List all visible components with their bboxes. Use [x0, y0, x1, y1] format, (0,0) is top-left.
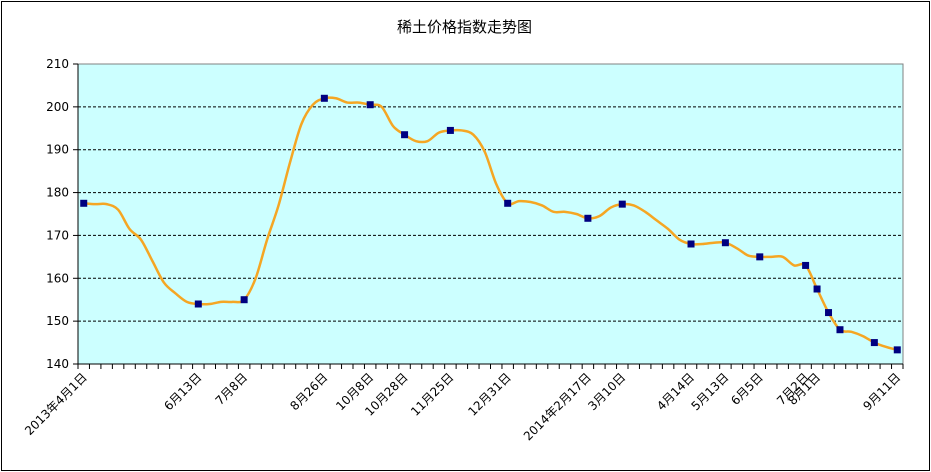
y-tick-label: 140 — [46, 357, 69, 371]
data-point — [802, 261, 810, 269]
y-tick-label: 200 — [46, 100, 69, 114]
data-point — [366, 101, 374, 109]
data-point — [893, 346, 901, 354]
plot-area — [77, 63, 904, 365]
data-point — [584, 214, 592, 222]
data-point — [504, 199, 512, 207]
data-point — [870, 339, 878, 347]
y-tick-label: 190 — [46, 143, 69, 157]
data-point — [836, 326, 844, 334]
gridlines — [78, 106, 903, 322]
y-tick-label: 170 — [46, 228, 69, 242]
data-point — [825, 309, 833, 317]
data-point — [687, 240, 695, 248]
data-point — [756, 253, 764, 261]
x-axis: 2013年4月1日 6月13日 7月8日 8月26日 10月8日10月28日11月25日… — [22, 363, 904, 443]
data-point — [618, 200, 626, 208]
x-tick-label: 6月5日 — [728, 370, 766, 408]
x-tick-label: 3月10日 — [585, 370, 628, 413]
data-point — [446, 126, 454, 134]
x-tick-label: 7月8日 — [213, 370, 251, 408]
chart-title: 稀土价格指数走势图 — [396, 18, 532, 36]
x-tick-label: 11月25日 — [408, 370, 456, 418]
data-point — [721, 239, 729, 247]
data-point — [813, 285, 821, 293]
y-tick-label: 150 — [46, 314, 69, 328]
data-point — [80, 199, 88, 207]
y-axis: 140 150 160 170 180 190 200 210 — [46, 57, 79, 371]
x-tick-label: 5月13日 — [688, 370, 731, 413]
y-tick-label: 180 — [46, 186, 69, 200]
data-point — [194, 300, 202, 308]
y-tick-label: 210 — [46, 57, 69, 71]
data-point — [240, 296, 248, 304]
data-point — [320, 94, 328, 102]
y-tick-label: 160 — [46, 271, 69, 285]
x-tick-label: 2014年2月17日 — [521, 370, 594, 443]
x-tick-label: 9月11日 — [860, 370, 903, 413]
series — [80, 94, 901, 354]
x-tick-label: 8月26日 — [287, 370, 330, 413]
x-tick-label: 6月13日 — [161, 370, 204, 413]
x-tick-label: 12月31日 — [465, 370, 513, 418]
x-tick-label: 2013年4月1日 — [22, 370, 90, 438]
data-point — [401, 131, 409, 139]
